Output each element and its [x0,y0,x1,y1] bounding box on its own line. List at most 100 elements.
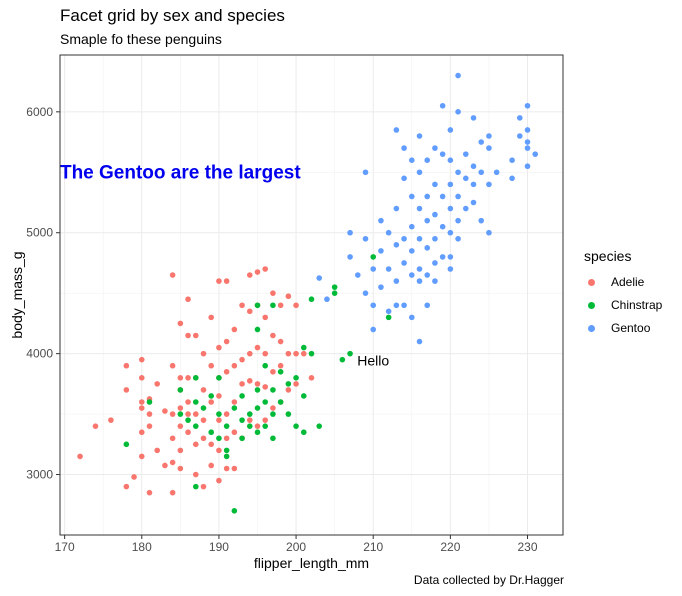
data-point-adelie [246,350,253,357]
data-point-gentoo [378,284,384,290]
y-tick-label: 5000 [26,226,53,240]
data-point-gentoo [401,302,407,309]
data-point-adelie [177,375,184,381]
data-point-gentoo [416,266,423,272]
data-point-adelie [277,302,284,309]
data-point-adelie [146,411,153,417]
data-point-adelie [216,477,222,484]
x-axis-label: flipper_length_mm [254,555,369,571]
data-point-gentoo [455,235,461,242]
data-point-gentoo [416,169,423,176]
data-point-chinstrap [254,387,261,393]
data-point-adelie [92,423,99,429]
data-point-gentoo [447,205,454,212]
data-point-chinstrap [254,405,261,411]
data-point-adelie [154,381,161,387]
data-point-adelie [246,308,253,315]
data-point-adelie [223,278,230,284]
data-point-chinstrap [208,393,215,399]
data-point-adelie [123,483,130,490]
data-point-gentoo [432,181,438,188]
data-point-gentoo [408,223,415,230]
data-point-adelie [200,435,207,442]
data-point-chinstrap [285,411,292,417]
data-point-gentoo [439,254,446,260]
data-point-gentoo [385,266,392,272]
data-point-gentoo [478,139,485,145]
data-point-adelie [177,320,184,327]
data-point-adelie [192,441,199,448]
data-point-adelie [177,465,184,472]
data-point-gentoo [401,260,407,266]
plot-panel [60,55,563,535]
x-tick-label: 170 [55,540,75,554]
x-tick-label: 230 [517,540,537,554]
data-point-gentoo [478,169,485,176]
data-point-adelie [77,453,83,460]
data-point-adelie [223,435,230,442]
data-point-chinstrap [216,435,222,442]
data-point-chinstrap [270,411,276,417]
data-point-adelie [146,489,153,496]
data-point-adelie [254,269,261,275]
data-point-gentoo [416,338,423,345]
data-point-adelie [262,384,269,390]
data-point-adelie [293,302,299,309]
y-tick-label: 4000 [26,347,53,361]
data-point-gentoo [378,217,384,224]
x-tick-label: 200 [286,540,306,554]
data-point-adelie [192,332,199,339]
data-point-gentoo [439,102,446,109]
data-point-gentoo [432,278,438,284]
data-point-gentoo [509,157,515,163]
data-point-gentoo [393,278,400,284]
y-axis-label: body_mass_g [9,251,25,338]
data-point-chinstrap [192,375,199,381]
data-point-gentoo [370,266,377,272]
data-point-adelie [270,290,276,296]
data-point-chinstrap [308,350,315,357]
data-point-adelie [270,405,276,411]
data-point-adelie [123,362,130,369]
data-point-adelie [223,338,230,345]
data-point-adelie [208,441,215,448]
data-point-chinstrap [262,399,269,405]
data-point-chinstrap [231,405,238,411]
data-point-adelie [270,332,276,339]
data-point-adelie [208,462,215,469]
data-point-chinstrap [208,429,215,436]
data-point-adelie [246,417,253,423]
data-point-adelie [262,266,269,272]
data-point-gentoo [478,217,485,224]
data-point-gentoo [401,145,407,151]
data-point-gentoo [455,193,461,200]
data-point-chinstrap [246,423,253,429]
data-point-adelie [293,350,299,357]
data-point-gentoo [362,235,369,242]
data-point-gentoo [424,217,431,224]
plot-border [59,54,564,536]
data-point-adelie [169,489,176,496]
data-point-adelie [277,362,284,369]
data-point-chinstrap [239,435,245,442]
x-tick-label: 210 [363,540,383,554]
y-tick-label: 6000 [26,105,53,119]
data-point-gentoo [470,199,477,206]
data-point-adelie [293,381,299,387]
data-point-gentoo [393,127,400,133]
data-point-gentoo [486,229,492,236]
legend-item-chinstrap: Chinstrap [588,297,662,313]
legend-item-gentoo: Gentoo [588,320,650,336]
data-point-chinstrap [370,254,377,260]
data-point-chinstrap [262,423,269,429]
data-point-gentoo [486,133,492,139]
data-point-chinstrap [216,411,222,417]
data-point-gentoo [424,193,431,200]
data-point-adelie [216,344,222,351]
data-point-adelie [154,447,161,454]
chart-caption: Data collected by Dr.Hagger [413,573,564,587]
data-point-adelie [277,338,284,345]
data-point-gentoo [524,102,531,109]
data-point-chinstrap [285,381,292,387]
